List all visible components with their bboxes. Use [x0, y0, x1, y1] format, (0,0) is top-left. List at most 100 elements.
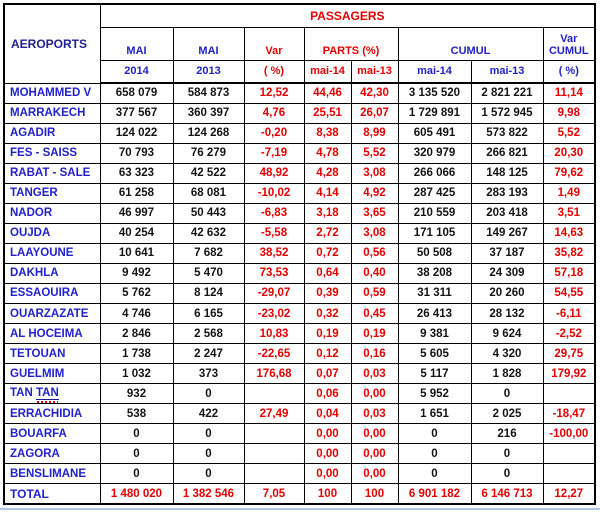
subheader-cumul-mai-14: mai-14: [397, 59, 472, 84]
airport-name-cell: MOHAMMED V: [3, 82, 101, 104]
table-row: ESSAOUIRA 5 762 8 124 -29,07 0,39 0,59 31 311 2…: [3, 282, 596, 305]
cell-parts-mai-13: 0,59: [350, 282, 399, 305]
cell-var-pct: -6,83: [243, 202, 305, 224]
cell-mai-2013: 0: [172, 423, 245, 445]
subheader-parts-mai-13: mai-13: [350, 59, 399, 84]
cell-mai-2013: 0: [172, 463, 245, 485]
cell-cumul-mai-14: 266 066: [397, 162, 472, 184]
header-var-cumul: Var CUMUL: [542, 26, 596, 61]
cell-cumul-mai-13: 24 309: [470, 262, 544, 284]
cell-mai-2014: 0: [99, 463, 174, 485]
cell-parts-mai-14: 4,14: [303, 182, 352, 204]
header-var-cumul-line2: CUMUL: [548, 44, 589, 57]
cell-var-pct: -0,20: [243, 122, 305, 144]
total-label-cell: TOTAL: [3, 483, 101, 505]
cell-cumul-mai-14: 5 605: [397, 343, 472, 365]
cell-mai-2013: 584 873: [172, 82, 245, 104]
cell-var-pct: 176,68: [243, 363, 305, 385]
cell-cumul-mai-14: 0: [397, 463, 472, 485]
airport-name-cell: AGADIR: [3, 122, 101, 144]
cell-var-pct: -7,19: [243, 142, 305, 164]
cell-cumul-mai-14: 320 979: [397, 142, 472, 164]
cell-mai-2013: 422: [172, 403, 245, 425]
cell-mai-2013: 76 279: [172, 142, 245, 164]
cell-var-pct: 38,52: [243, 242, 305, 264]
cell-mai-2014: 70 793: [99, 142, 174, 164]
cell-mai-2013: 42 522: [172, 162, 245, 184]
table-row: BENSLIMANE 0 0 0,00 0,00 0 0: [3, 463, 596, 485]
table-row: GUELMIM 1 032 373 176,68 0,07 0,03 5 117 1 828 1…: [3, 363, 596, 385]
cell-var-pct: 12,52: [243, 82, 305, 104]
cell-parts-mai-13: 42,30: [350, 82, 399, 104]
airport-name-cell: ESSAOUIRA: [3, 282, 101, 305]
cell-parts-mai-13: 0,45: [350, 303, 399, 325]
cell-cumul-mai-13: 0: [470, 463, 544, 485]
table-row: ERRACHIDIA 538 422 27,49 0,04 0,03 1 651 2 025-…: [3, 403, 596, 425]
cell-parts-mai-14: 0,72: [303, 242, 352, 264]
table-row: AL HOCEIMA 2 846 2 568 10,83 0,19 0,19 9 381 9 …: [3, 323, 596, 345]
cell-parts-mai-13: 3,08: [350, 162, 399, 184]
cell-mai-2014: 4 746: [99, 303, 174, 325]
cell-mai-2014: 10 641: [99, 242, 174, 264]
cell-mai-2013: 68 081: [172, 182, 245, 204]
airport-name-cell: MARRAKECH: [3, 102, 101, 124]
cell-parts-mai-13: 3,65: [350, 202, 399, 224]
subheader-2014: 2014: [99, 59, 174, 84]
cell-var-pct: 73,53: [243, 262, 305, 284]
cell-var-cumul-pct: 5,52: [542, 122, 596, 144]
table-row: TAN TAN 932 0 0,06 0,00 5 952 0: [3, 383, 596, 405]
cell-var-cumul-pct: 54,55: [542, 282, 596, 305]
airport-name-cell: TAN TAN: [3, 383, 101, 405]
cell-var-cumul-pct: 11,14: [542, 82, 596, 104]
cell-mai-2013: 1 382 546: [172, 483, 245, 505]
cell-parts-mai-13: 5,52: [350, 142, 399, 164]
cell-var-pct: -10,02: [243, 182, 305, 204]
cell-parts-mai-13: 8,99: [350, 122, 399, 144]
cell-parts-mai-13: 4,92: [350, 182, 399, 204]
cell-parts-mai-14: 4,28: [303, 162, 352, 184]
cell-mai-2014: 2 846: [99, 323, 174, 345]
cell-cumul-mai-14: 5 117: [397, 363, 472, 385]
cell-mai-2014: 0: [99, 423, 174, 445]
cell-var-pct: [243, 383, 305, 405]
cell-parts-mai-13: 0,03: [350, 363, 399, 385]
cell-mai-2014: 5 762: [99, 282, 174, 305]
cell-var-cumul-pct: 1,49: [542, 182, 596, 204]
cell-mai-2014: 61 258: [99, 182, 174, 204]
cell-parts-mai-14: 0,12: [303, 343, 352, 365]
table-row: OUJDA 40 254 42 632 -5,58 2,72 3,08 171 105 149…: [3, 222, 596, 244]
cell-var-pct: 27,49: [243, 403, 305, 425]
table-row: ZAGORA 0 0 0,00 0,00 0 0: [3, 443, 596, 465]
cell-parts-mai-13: 0,16: [350, 343, 399, 365]
cell-mai-2013: 360 397: [172, 102, 245, 124]
airport-name-cell: BOUARFA: [3, 423, 101, 445]
cell-parts-mai-14: 0,19: [303, 323, 352, 345]
cell-cumul-mai-14: 26 413: [397, 303, 472, 325]
cell-var-pct: -22,65: [243, 343, 305, 365]
cell-var-pct: 48,92: [243, 162, 305, 184]
header-row-2: MAI MAI Var PARTS (%) CUMUL Var CUMUL: [4, 26, 596, 61]
subheader-var-pct: ( %): [243, 59, 305, 84]
airport-name-cell: OUARZAZATE: [3, 303, 101, 325]
table-row: LAAYOUNE 10 641 7 682 38,52 0,72 0,56 50 508 37…: [3, 242, 596, 264]
cell-cumul-mai-14: 9 381: [397, 323, 472, 345]
cell-mai-2014: 1 480 020: [99, 483, 174, 505]
cell-var-cumul-pct: [542, 463, 596, 485]
cell-parts-mai-13: 26,07: [350, 102, 399, 124]
cell-var-cumul-pct: [542, 383, 596, 405]
cell-parts-mai-14: 0,07: [303, 363, 352, 385]
cell-cumul-mai-13: 216: [470, 423, 544, 445]
cell-cumul-mai-14: 5 952: [397, 383, 472, 405]
cell-cumul-mai-14: 0: [397, 423, 472, 445]
cell-mai-2014: 0: [99, 443, 174, 465]
cell-var-pct: [243, 443, 305, 465]
table-row: TANGER 61 258 68 081 -10,02 4,14 4,92 287 425 2…: [3, 182, 596, 204]
cell-cumul-mai-14: 210 559: [397, 202, 472, 224]
cell-var-cumul-pct: 14,63: [542, 222, 596, 244]
airport-name-cell: NADOR: [3, 202, 101, 224]
cell-mai-2014: 377 567: [99, 102, 174, 124]
cell-parts-mai-14: 0,04: [303, 403, 352, 425]
airport-name-cell: TETOUAN: [3, 343, 101, 365]
cell-parts-mai-13: 3,08: [350, 222, 399, 244]
cell-cumul-mai-13: 37 187: [470, 242, 544, 264]
